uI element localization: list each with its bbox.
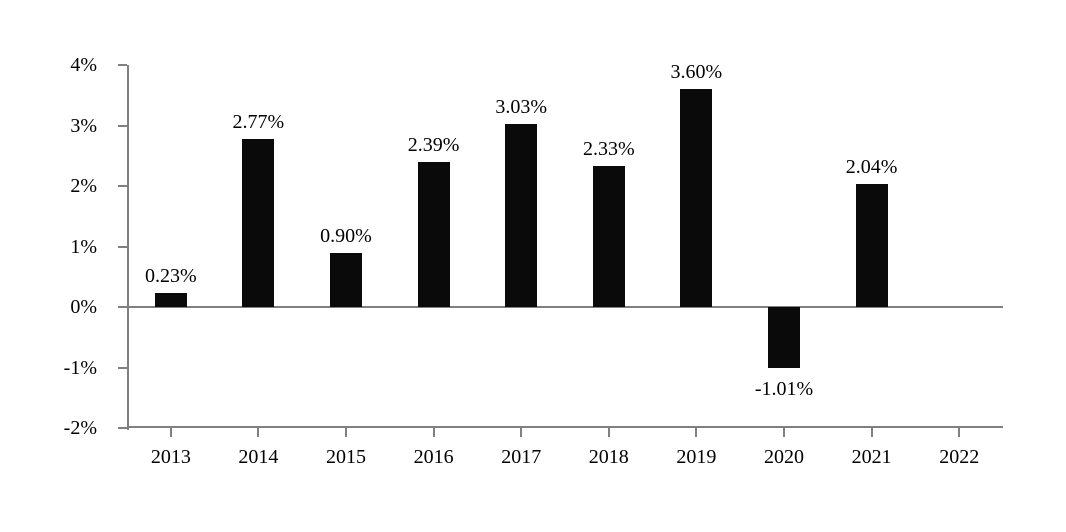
data-label-2014: 2.77% xyxy=(232,111,285,134)
data-label-2013: 0.23% xyxy=(144,265,197,288)
bar-2017 xyxy=(505,123,538,307)
y-axis-tick-label: 3% xyxy=(70,114,97,137)
x-axis-tick xyxy=(607,428,610,437)
y-axis-tick xyxy=(118,306,127,308)
x-axis-tick-label: 2019 xyxy=(676,446,717,468)
x-axis-tick-label: 2018 xyxy=(588,446,629,468)
y-axis-tick-label: 0% xyxy=(70,296,97,318)
bar-2019 xyxy=(680,89,713,307)
zero-baseline xyxy=(127,306,1003,308)
x-axis-line xyxy=(127,426,1003,428)
y-axis-tick xyxy=(118,366,127,369)
x-axis-tick xyxy=(870,428,873,437)
bar-2014 xyxy=(242,139,275,307)
y-axis-tick xyxy=(118,64,127,66)
x-axis-tick xyxy=(257,428,260,437)
y-axis-tick-label: -1% xyxy=(63,356,97,379)
x-axis-tick-label: 2021 xyxy=(851,446,892,468)
y-axis-tick-label: 2% xyxy=(70,175,97,197)
x-axis-tick-label: 2014 xyxy=(238,446,279,468)
data-label-2019: 3.60% xyxy=(670,61,723,84)
data-label-2015: 0.90% xyxy=(320,224,372,247)
x-axis-tick xyxy=(520,428,523,437)
y-axis-tick xyxy=(118,245,127,248)
x-axis-tick-label: 2015 xyxy=(326,446,366,468)
x-axis-tick xyxy=(432,428,435,437)
y-axis-tick xyxy=(118,427,127,429)
data-label-2017: 3.03% xyxy=(495,95,548,118)
bar-2013 xyxy=(154,293,187,307)
plot-area: 4% 3% 2% 1% 0% -1% -2% 2013 2014 2015 2016 2017 2018… xyxy=(64,54,1003,468)
x-axis-tick-label: 2016 xyxy=(413,446,454,468)
bar-2018 xyxy=(592,166,625,307)
data-label-2018: 2.33% xyxy=(582,138,635,161)
x-axis-tick xyxy=(783,428,785,437)
y-axis-tick-label: 4% xyxy=(70,54,97,76)
x-axis-tick xyxy=(345,428,347,437)
bar-2015 xyxy=(330,252,362,307)
data-label-2016: 2.39% xyxy=(407,134,460,157)
y-axis-tick xyxy=(118,124,127,127)
x-axis-tick-label: 2017 xyxy=(501,446,542,468)
bar-2021 xyxy=(855,183,888,307)
bar-2016 xyxy=(417,162,450,307)
y-axis-tick-label: 1% xyxy=(70,235,97,258)
y-axis-line xyxy=(127,65,129,430)
x-axis-tick-label: 2022 xyxy=(939,446,980,468)
x-axis-tick xyxy=(958,428,961,437)
x-axis-tick-label: 2020 xyxy=(764,446,804,468)
y-axis-tick-label: -2% xyxy=(63,417,97,439)
x-axis-tick xyxy=(169,428,172,437)
data-label-2020: -1.01% xyxy=(754,378,814,401)
x-axis-tick xyxy=(695,428,698,437)
x-axis-tick-label: 2013 xyxy=(150,446,191,468)
y-axis-tick xyxy=(118,185,127,187)
bar-2020 xyxy=(768,307,800,369)
data-label-2021: 2.04% xyxy=(845,155,898,178)
